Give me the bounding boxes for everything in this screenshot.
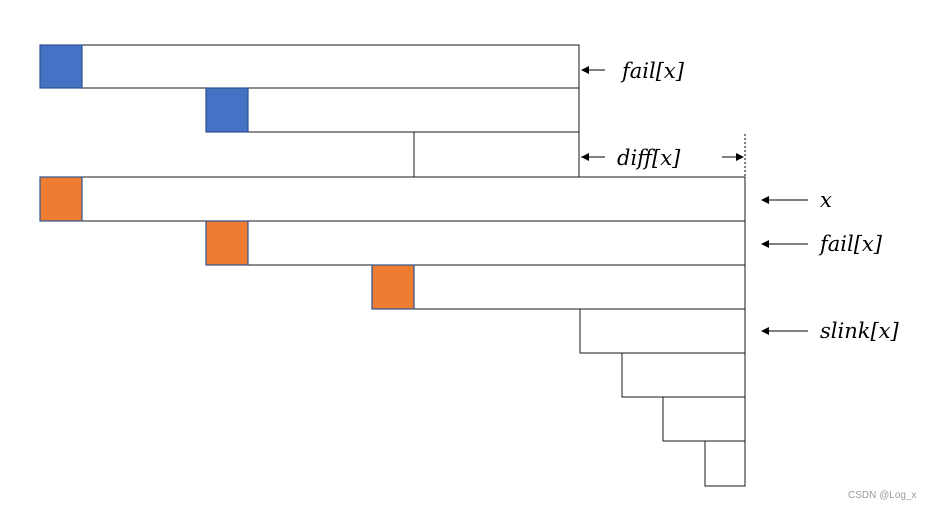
x-label: x	[820, 188, 832, 212]
x-arrow	[761, 196, 808, 204]
diff-arrow	[581, 153, 744, 161]
string-bar-fail	[205, 220, 746, 266]
orange-block	[205, 220, 249, 266]
orange-block	[39, 176, 83, 222]
fail-arrow	[761, 240, 808, 248]
string-bar-short-2	[662, 396, 746, 442]
string-bar-orange-3	[371, 264, 746, 310]
string-bar-slink	[579, 308, 746, 354]
string-bar-short-3	[704, 440, 746, 487]
fail-top-label: fail[x]	[620, 59, 685, 83]
watermark: CSDN @Log_x	[848, 490, 917, 501]
orange-block	[371, 264, 415, 310]
string-bar-fail-top	[39, 44, 580, 89]
string-bar-diff-segment	[413, 131, 580, 178]
string-bar-x	[39, 176, 746, 222]
diff-label: diff[x]	[617, 146, 681, 170]
blue-block	[39, 44, 83, 89]
fail-top-arrow	[581, 66, 605, 74]
string-bar-blue-2	[205, 87, 580, 133]
slink-label: slink[x]	[820, 319, 899, 343]
slink-arrow	[761, 327, 808, 335]
blue-block	[205, 87, 249, 133]
fail-label: fail[x]	[818, 232, 883, 256]
string-bar-short-1	[621, 352, 746, 398]
